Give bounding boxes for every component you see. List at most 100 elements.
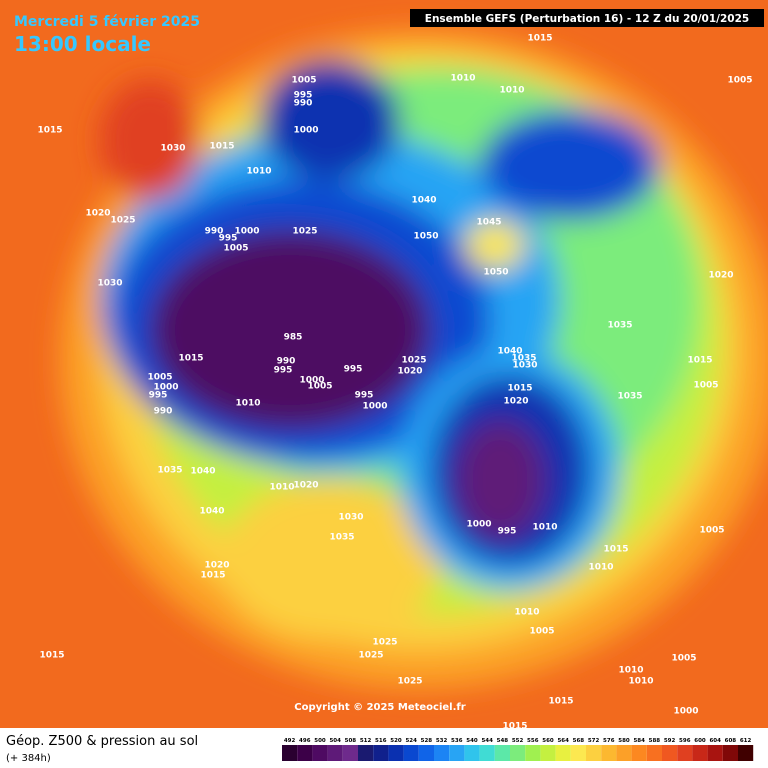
isobar-label: 1000 [466, 520, 491, 530]
isobar-label: 1030 [97, 279, 122, 289]
isobar-label: 1010 [628, 677, 653, 687]
isobar-label: 1020 [397, 367, 422, 377]
legend-swatch [601, 745, 617, 761]
isobar-label: 1020 [204, 561, 229, 571]
isobar-label: 1005 [693, 381, 718, 391]
isobar-label: 1010 [235, 399, 260, 409]
field [0, 0, 768, 728]
legend-swatch [282, 745, 298, 761]
legend-label: 520 [390, 738, 402, 744]
isobar-label: 1010 [246, 167, 271, 177]
isobar-label: 1010 [532, 523, 557, 533]
legend-swatch [738, 745, 754, 761]
legend-label: 592 [664, 738, 676, 744]
isobar-label: 1010 [499, 86, 524, 96]
isobar-label: 1015 [178, 354, 203, 364]
legend-label: 572 [588, 738, 600, 744]
legend-swatch [707, 745, 723, 761]
legend-swatch [464, 745, 480, 761]
isobar-label: 1040 [190, 467, 215, 477]
legend-label: 612 [740, 738, 752, 744]
isobar-label: 1020 [85, 209, 110, 219]
isobar-label: 1020 [708, 271, 733, 281]
isobar-label: 1035 [511, 354, 536, 364]
legend-swatch [692, 745, 708, 761]
isobar-label: 1005 [291, 76, 316, 86]
isobar-label: 1015 [39, 651, 64, 661]
isobar-label: 1050 [413, 232, 438, 242]
isobar-label: 1015 [507, 384, 532, 394]
isobar-label: 1035 [617, 392, 642, 402]
legend-label: 532 [436, 738, 448, 744]
isobar-label: 1005 [147, 373, 172, 383]
legend-swatch [494, 745, 510, 761]
legend-label: 584 [633, 738, 645, 744]
isobar-label: 995 [219, 234, 238, 244]
footer-lead: (+ 384h) [6, 753, 51, 764]
isobar-label: 1030 [160, 144, 185, 154]
isobar-label: 1025 [292, 227, 317, 237]
legend-label: 536 [451, 738, 463, 744]
legend-label: 604 [709, 738, 721, 744]
legend-label: 600 [694, 738, 706, 744]
legend-swatch [555, 745, 571, 761]
legend-swatch [646, 745, 662, 761]
isobar-label: 995 [274, 366, 293, 376]
legend-swatch [479, 745, 495, 761]
legend-label: 496 [299, 738, 311, 744]
legend-swatch [677, 745, 693, 761]
isobar-label: 1005 [223, 244, 248, 254]
isobar-label: 995 [294, 91, 313, 101]
legend-label: 568 [573, 738, 585, 744]
isobar-label: 1015 [200, 571, 225, 581]
isobar-label: 1000 [299, 376, 324, 386]
legend-label: 492 [284, 738, 296, 744]
isobar-label: 1030 [512, 361, 537, 371]
legend-label: 548 [497, 738, 509, 744]
legend-label: 552 [512, 738, 524, 744]
isobar-label: 990 [294, 99, 313, 109]
isobar-label: 1005 [671, 654, 696, 664]
isobar-label: 1025 [372, 638, 397, 648]
isobar-label: 995 [498, 527, 517, 537]
isobar-label: 1025 [401, 356, 426, 366]
isobar-label: 1010 [269, 483, 294, 493]
legend-swatch [403, 745, 419, 761]
isobar-label: 990 [154, 407, 173, 417]
legend-swatch [510, 745, 526, 761]
isobar-label: 1030 [338, 513, 363, 523]
legend-swatch [358, 745, 374, 761]
isobar-label: 1010 [514, 608, 539, 618]
isobar-label: 995 [149, 391, 168, 401]
isobar-label: 1000 [362, 402, 387, 412]
legend-label: 544 [481, 738, 493, 744]
isobar-label: 1040 [497, 347, 522, 357]
isobar-label: 1015 [209, 142, 234, 152]
isobar-label: 1015 [502, 722, 527, 732]
legend-swatch [631, 745, 647, 761]
isobar-label: 1015 [548, 697, 573, 707]
isobar-label: 1000 [293, 126, 318, 136]
isobar-label: 1025 [397, 677, 422, 687]
legend-label: 580 [618, 738, 630, 744]
legend-swatch [586, 745, 602, 761]
legend-label: 560 [542, 738, 554, 744]
run-info: Ensemble GEFS (Perturbation 16) - 12 Z d… [425, 13, 749, 25]
legend-label: 608 [725, 738, 737, 744]
legend-label: 540 [466, 738, 478, 744]
isobar-label: 1035 [607, 321, 632, 331]
isobar-label: 1040 [411, 196, 436, 206]
isobar-label: 1020 [503, 397, 528, 407]
isobar-label: 1025 [358, 651, 383, 661]
date: Mercredi 5 février 2025 [14, 14, 200, 30]
isobar-label: 1000 [234, 227, 259, 237]
legend-label: 504 [329, 738, 341, 744]
legend-label: 524 [405, 738, 417, 744]
isobar-label: 1045 [476, 218, 501, 228]
isobar-label: 1010 [588, 563, 613, 573]
legend-label: 556 [527, 738, 539, 744]
legend-swatch [525, 745, 541, 761]
legend-swatch [373, 745, 389, 761]
copyright: Copyright © 2025 Meteociel.fr [294, 702, 465, 713]
